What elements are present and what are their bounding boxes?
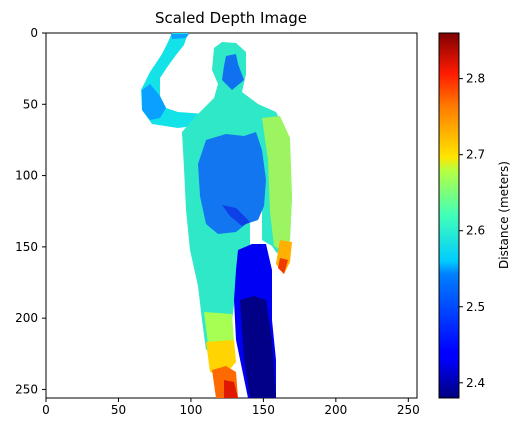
region-face-dark — [222, 54, 244, 90]
region-left-shin — [206, 340, 236, 376]
y-tick-label: 100 — [15, 169, 38, 183]
colorbar-tick-label: 2.4 — [466, 376, 485, 390]
colorbar-tick-label: 2.7 — [466, 148, 485, 162]
colorbar-tick-label: 2.6 — [466, 224, 485, 238]
x-tick-label: 0 — [42, 403, 50, 417]
y-tick-label: 0 — [30, 26, 38, 40]
region-right-arm — [262, 116, 292, 252]
region-arm-lower — [142, 84, 166, 120]
region-hand-top — [171, 34, 189, 39]
y-tick-label: 50 — [23, 97, 38, 111]
x-tick-label: 250 — [397, 403, 420, 417]
colorbar — [438, 32, 460, 399]
x-tick-label: 50 — [111, 403, 126, 417]
region-torso — [198, 132, 266, 234]
colorbar-axis: 2.4 2.5 2.6 2.7 2.8 — [459, 72, 485, 390]
colorbar-label: Distance (meters) — [497, 161, 511, 269]
y-tick-label: 150 — [15, 240, 38, 254]
colorbar-tick-label: 2.5 — [466, 300, 485, 314]
depth-image — [141, 33, 292, 398]
colorbar-tick-label: 2.8 — [466, 72, 485, 86]
y-axis: 0 50 100 150 200 250 — [15, 26, 46, 396]
chart-title: Scaled Depth Image — [155, 9, 307, 27]
region-left-leg-lower — [204, 312, 234, 344]
x-tick-label: 150 — [252, 403, 275, 417]
region-right-hand-red — [278, 258, 288, 274]
x-tick-label: 200 — [324, 403, 347, 417]
region-left-foot-red — [224, 380, 238, 398]
region-right-leg-dark — [240, 296, 276, 398]
y-tick-label: 200 — [15, 311, 38, 325]
x-tick-label: 100 — [179, 403, 202, 417]
x-axis: 0 50 100 150 200 250 — [42, 398, 420, 417]
region-torso-dark — [222, 205, 250, 226]
y-tick-label: 250 — [15, 382, 38, 396]
